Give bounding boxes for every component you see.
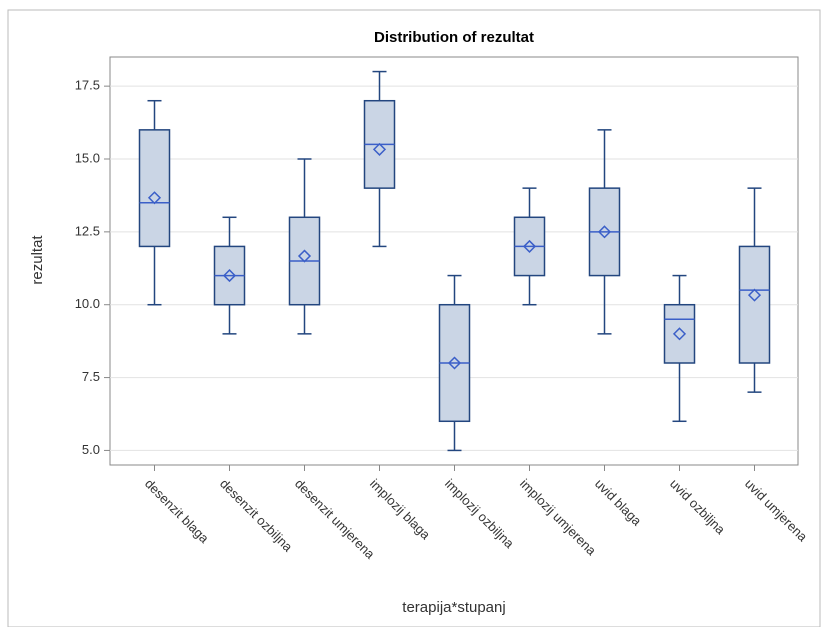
y-tick-label: 15.0 (75, 150, 100, 165)
y-tick-label: 10.0 (75, 296, 100, 311)
y-tick-label: 12.5 (75, 223, 100, 238)
y-tick-label: 5.0 (82, 442, 100, 457)
frame (7, 9, 821, 627)
box (138, 129, 171, 248)
mean-marker (222, 269, 237, 283)
mean-marker (672, 327, 687, 341)
mean-marker (447, 356, 462, 370)
y-tick-label: 17.5 (75, 78, 100, 93)
box (663, 303, 696, 364)
y-axis-label: rezultat (29, 235, 46, 285)
chart-title: Distribution of rezultat (374, 29, 534, 46)
mean-marker (597, 225, 612, 239)
mean-marker (747, 288, 762, 302)
mean-marker (147, 191, 162, 205)
box (738, 245, 771, 364)
mean-marker (522, 239, 537, 253)
y-tick-label: 7.5 (82, 369, 100, 384)
x-axis-label: terapija*stupanj (402, 599, 505, 616)
mean-marker (297, 249, 312, 263)
mean-marker (372, 142, 387, 156)
